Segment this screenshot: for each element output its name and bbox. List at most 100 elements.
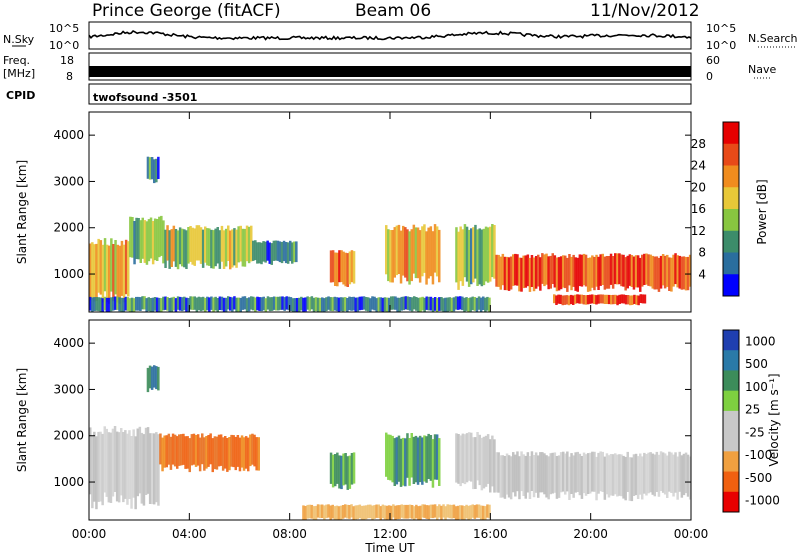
data-cell — [454, 296, 458, 310]
data-cell — [371, 296, 374, 310]
data-cell — [461, 505, 464, 520]
data-cell — [501, 253, 505, 286]
data-cell — [413, 296, 416, 310]
data-cell — [336, 452, 339, 484]
data-cell — [678, 255, 681, 289]
data-cell — [495, 452, 498, 493]
data-cell — [337, 297, 341, 312]
data-cell — [124, 430, 127, 499]
data-cell — [339, 297, 343, 312]
cpid-panel-frame — [88, 83, 692, 105]
data-cell — [224, 436, 227, 469]
data-cell — [493, 225, 496, 279]
data-cell — [151, 433, 154, 505]
data-cell — [128, 298, 132, 312]
power-colorbar-label: Power [dB] — [755, 179, 769, 244]
colorbar-swatch — [723, 471, 739, 493]
data-cell — [545, 455, 548, 498]
data-cell — [593, 294, 596, 304]
colorbar-swatch — [723, 410, 739, 432]
data-cell — [185, 230, 188, 269]
data-cell — [682, 256, 686, 290]
data-cell — [147, 297, 150, 312]
data-cell — [201, 433, 204, 465]
nave-tick-high: 60 — [706, 54, 720, 67]
data-cell — [331, 250, 335, 283]
data-cell — [586, 453, 590, 494]
data-cell — [371, 505, 374, 520]
data-cell — [199, 227, 203, 264]
data-cell — [113, 426, 117, 492]
data-cell — [584, 454, 588, 496]
data-cell — [429, 226, 433, 277]
data-cell — [127, 241, 130, 297]
data-cell — [105, 244, 109, 303]
data-cell — [557, 257, 561, 291]
data-cell — [197, 296, 201, 311]
data-cell — [522, 255, 525, 289]
data-cell — [360, 505, 364, 520]
data-cell — [612, 294, 615, 305]
data-cell — [607, 294, 611, 305]
data-cell — [346, 253, 349, 287]
data-cell — [97, 297, 100, 312]
data-cell — [433, 297, 437, 311]
data-cell — [499, 256, 502, 290]
x-tick-label: 04:00 — [172, 527, 207, 541]
data-cell — [459, 296, 462, 310]
data-cell — [415, 504, 418, 519]
y-tick-label: 3000 — [53, 174, 84, 188]
data-cell — [118, 245, 122, 304]
data-cell — [182, 433, 185, 465]
data-cell — [339, 505, 343, 520]
data-cell — [279, 296, 282, 310]
data-cell — [149, 298, 153, 312]
data-cell — [486, 296, 489, 311]
data-cell — [155, 432, 158, 503]
data-cell — [471, 504, 474, 518]
data-cell — [325, 297, 328, 312]
data-cell — [237, 297, 240, 312]
data-cell — [105, 428, 108, 497]
data-cell — [166, 297, 169, 311]
data-cell — [505, 453, 509, 495]
data-cell — [247, 297, 251, 312]
data-cell — [295, 241, 298, 263]
data-cell — [564, 453, 567, 495]
data-cell — [289, 297, 293, 311]
data-cell — [670, 257, 673, 292]
data-cell — [431, 298, 435, 312]
data-cell — [146, 427, 150, 494]
x-tick-label: 08:00 — [272, 527, 307, 541]
data-cell — [314, 297, 318, 312]
data-cell — [342, 453, 345, 486]
data-cell — [408, 231, 411, 285]
data-cell — [397, 435, 401, 482]
data-cell — [285, 296, 288, 310]
data-cell — [381, 504, 385, 519]
data-cell — [614, 294, 617, 304]
data-cell — [576, 451, 579, 492]
data-cell — [509, 256, 513, 290]
data-cell — [147, 219, 151, 262]
data-cell — [497, 452, 500, 493]
data-cell — [243, 296, 247, 310]
data-cell — [146, 367, 150, 393]
data-cell — [334, 454, 337, 487]
data-cell — [537, 254, 540, 287]
data-cell — [373, 296, 376, 311]
data-cell — [204, 226, 207, 263]
data-cell — [631, 295, 634, 305]
data-cell — [400, 504, 403, 518]
data-cell — [272, 296, 276, 310]
data-cell — [427, 227, 430, 279]
data-cell — [99, 240, 103, 295]
data-cell — [586, 295, 590, 305]
data-cell — [551, 452, 554, 494]
data-cell — [260, 242, 263, 265]
data-cell — [350, 297, 353, 311]
data-cell — [603, 256, 607, 290]
data-cell — [338, 455, 341, 489]
data-cell — [666, 455, 669, 498]
data-cell — [580, 254, 584, 287]
